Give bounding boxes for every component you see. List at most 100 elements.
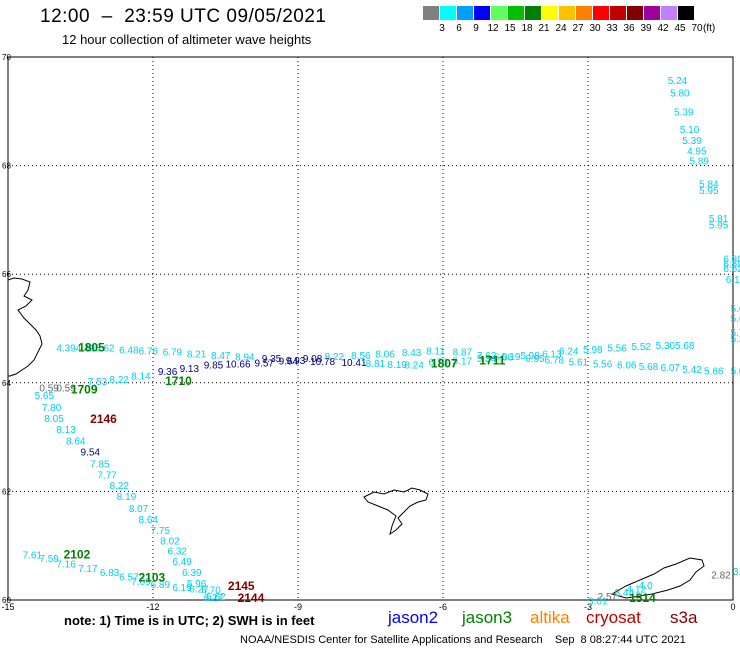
wave-height-value: 9.08 <box>303 354 323 365</box>
wave-height-value: 8.19 <box>117 492 137 503</box>
wave-height-value: 8.22 <box>110 375 130 386</box>
wave-height-value: 5.17 <box>453 356 473 367</box>
wave-height-value: 5.0 <box>731 367 740 378</box>
shetland-coastline <box>610 557 705 599</box>
legend-tick-label: 15 <box>504 23 516 34</box>
wave-height-value: 9.93 <box>286 356 306 367</box>
wave-height-value: 6.06 <box>494 353 514 364</box>
y-tick-label: 60 <box>2 596 11 605</box>
wave-height-value: 7.62 <box>477 351 497 362</box>
wave-height-value: 6.76 <box>139 347 159 358</box>
wave-height-value: 6.62 <box>723 264 740 275</box>
wave-height-value: 5.98 <box>583 345 603 356</box>
wave-height-value: 8.81 <box>366 359 386 370</box>
wave-height-value: 5.34 <box>477 354 497 365</box>
wave-height-value: 6.70 <box>429 357 449 368</box>
wave-height-value: 4.39 <box>56 343 76 354</box>
wave-height-value: 8.19 <box>387 360 407 371</box>
legend-swatch <box>423 6 440 20</box>
wave-height-value: 6.19 <box>501 352 521 363</box>
wave-height-value: 9.54 <box>81 448 101 459</box>
x-tick-label: -3 <box>584 602 592 612</box>
wave-height-value: 7.61 <box>23 551 43 562</box>
legend-tick-label: 12 <box>487 23 499 34</box>
wave-height-value: 5.56 <box>593 360 613 371</box>
wave-height-value: 6.95 <box>525 354 545 365</box>
wave-height-value: 7.80 <box>42 403 62 414</box>
legend-tick-label: 21 <box>538 23 550 34</box>
wave-height-value: 5.95 <box>709 221 729 232</box>
legend-unit: (ft) <box>703 23 716 34</box>
wave-height-value: 5.3 <box>731 335 740 346</box>
wave-height-value: 5.80 <box>670 89 690 100</box>
y-tick-label: 66 <box>2 270 11 279</box>
pass-time-label: 2103 <box>139 571 166 585</box>
legend-tick-label: 39 <box>640 23 652 34</box>
wave-height-value: 5.66 <box>704 367 724 378</box>
wave-height-value: 8.05 <box>44 414 64 425</box>
wave-height-value: 6.27 <box>189 584 209 595</box>
legend-swatch <box>525 6 542 20</box>
wave-height-value: 5.30 <box>656 341 676 352</box>
wave-height-value: 5.68 <box>639 362 659 373</box>
wave-height-value: 9.57 <box>255 359 275 370</box>
legend-tick-label: 6 <box>456 23 462 34</box>
wave-height-value: 6.32 <box>168 546 188 557</box>
wave-height-value: 6.57 <box>119 572 139 583</box>
pass-time-label: 1711 <box>479 353 505 367</box>
wave-height-value: 6.30 <box>723 254 740 265</box>
pass-time-label: 2102 <box>64 548 91 562</box>
pass-time-label: 2144 <box>238 591 265 605</box>
wave-height-value: 6.78 <box>545 355 565 366</box>
wave-height-value: 7.09 <box>131 577 151 588</box>
y-tick-label: 64 <box>2 379 11 388</box>
wave-height-value: 6.83 <box>100 568 120 579</box>
wave-height-value: 5.89 <box>690 157 710 168</box>
wave-height-value: 8.94 <box>235 353 255 364</box>
chart-subtitle: 12 hour collection of altimeter wave hei… <box>62 32 312 47</box>
pass-time-label: 1709 <box>71 383 98 397</box>
wave-height-value: 5.68 <box>675 341 695 352</box>
legend-swatch <box>610 6 627 20</box>
legend-tick-label: 18 <box>521 23 533 34</box>
wave-height-value: 5.62 <box>95 343 115 354</box>
wave-height-value: 10.78 <box>310 357 335 368</box>
wave-height-value: 8.06 <box>375 349 395 360</box>
units-note: note: 1) Time is in UTC; 2) SWH is in fe… <box>64 613 315 628</box>
wave-height-value: 7.17 <box>78 564 98 575</box>
wave-height-value: 4.0 <box>639 581 653 592</box>
wave-height-value: 4.95 <box>687 147 707 158</box>
legend-tick-label: 3 <box>439 23 445 34</box>
iceland-coastline <box>7 277 43 377</box>
wave-height-value: 7.77 <box>97 470 117 481</box>
satellite-name-altika: altika <box>530 608 570 627</box>
wave-height-value: 8.07 <box>129 504 149 515</box>
wave-height-value: 8.56 <box>351 351 371 362</box>
wave-height-value: 5.24 <box>668 76 688 87</box>
wave-height-value: 8.22 <box>325 352 345 363</box>
wave-height-value: 2.82 <box>711 570 731 581</box>
wave-height-value: 8.02 <box>160 537 180 548</box>
wave-height-value: 6.24 <box>559 347 579 358</box>
satellite-name-jason3: jason3 <box>462 608 513 627</box>
wave-height-value: 5.95 <box>699 186 719 197</box>
wave-height-value: 6.13 <box>542 349 562 360</box>
wave-height-value: 5.42 <box>682 365 702 376</box>
wave-height-value: 8.87 <box>453 348 473 359</box>
wave-height-value: 5.7 <box>731 328 740 339</box>
wave-height-value: 6.27 <box>204 593 224 604</box>
legend-swatch <box>474 6 491 20</box>
legend-tick-label: 33 <box>606 23 618 34</box>
chart-title: 12:00 – 23:59 UTC 09/05/2021 <box>40 6 327 27</box>
wave-height-value: 6.17 <box>726 275 740 286</box>
wave-height-value: 8.64 <box>66 437 86 448</box>
pass-time-label: 1710 <box>165 374 192 388</box>
x-tick-label: -6 <box>439 602 447 612</box>
x-tick-label: -15 <box>1 602 14 612</box>
wave-height-value: 9.13 <box>180 364 200 375</box>
pass-time-label: 1805 <box>78 340 105 354</box>
wave-height-value: 6.48 <box>119 345 139 356</box>
wave-height-value: 7.53 <box>88 377 108 388</box>
wave-height-value: 5.56 <box>607 343 627 354</box>
y-tick-label: 62 <box>2 487 11 496</box>
